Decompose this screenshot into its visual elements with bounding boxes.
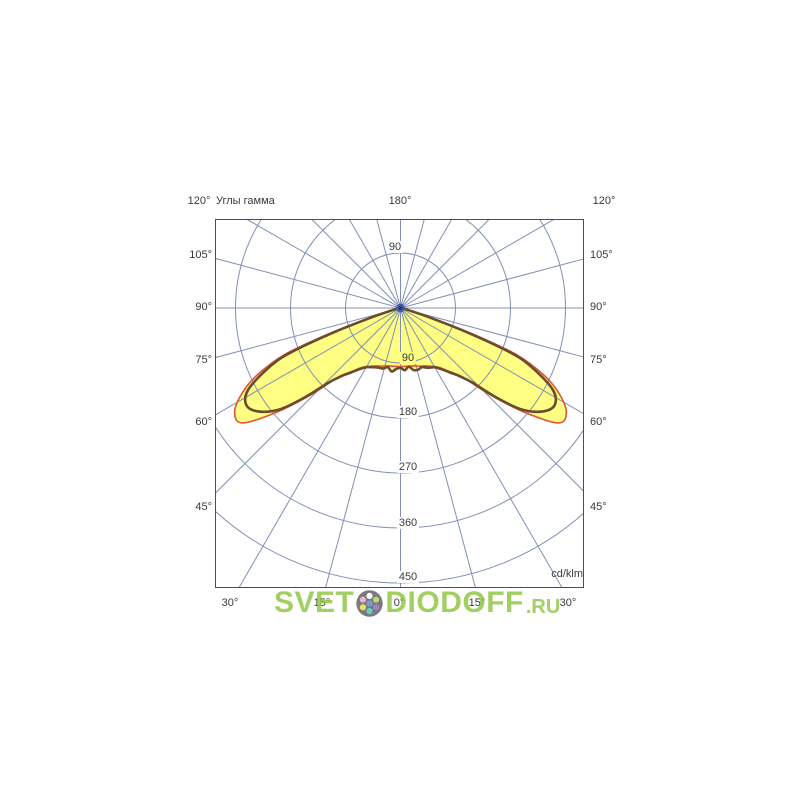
grid-ray-195 bbox=[376, 219, 401, 309]
watermark-svetodiodoff: SVET DIODOFF .RU bbox=[274, 587, 560, 619]
ring-label-450: 450 bbox=[396, 571, 420, 583]
chart-title: Углы гамма bbox=[216, 195, 275, 207]
right-angle-label-105: 105° bbox=[590, 249, 613, 261]
ring-label-180: 180 bbox=[396, 406, 420, 418]
grid-ray-150 bbox=[400, 219, 453, 309]
logo-dot-5 bbox=[360, 596, 367, 603]
grid-ray-15 bbox=[400, 307, 476, 588]
grid-ray-165 bbox=[400, 219, 425, 309]
corner-angle-label-right: 120° bbox=[592, 195, 616, 207]
grid-ray-300 bbox=[215, 307, 401, 416]
right-angle-label-45: 45° bbox=[590, 501, 607, 513]
bottom-angle-label-0: 0° bbox=[393, 597, 405, 609]
grid-ray-30 bbox=[400, 307, 563, 588]
right-angle-label-60: 60° bbox=[590, 416, 607, 428]
curve-C90-C270 bbox=[243, 306, 558, 414]
left-angle-label-75: 75° bbox=[195, 354, 212, 366]
watermark-logo-icon bbox=[356, 589, 384, 617]
ring-label-270: 270 bbox=[396, 461, 420, 473]
left-angle-label-45: 45° bbox=[195, 501, 212, 513]
grid-ray-285 bbox=[215, 307, 401, 359]
right-angle-label-90: 90° bbox=[590, 301, 607, 313]
watermark-text-ru: .RU bbox=[525, 595, 561, 618]
ring-label-90-top: 90 bbox=[386, 241, 404, 253]
grid-ray-60 bbox=[400, 307, 584, 415]
grid-ray-225 bbox=[311, 219, 401, 309]
grid-ray-45 bbox=[400, 307, 584, 492]
left-angle-label-60: 60° bbox=[195, 416, 212, 428]
ring-label-360: 360 bbox=[396, 517, 420, 529]
watermark-text-svet: SVET bbox=[274, 586, 355, 619]
logo-dot-3 bbox=[366, 607, 373, 614]
plot-border bbox=[215, 219, 584, 588]
bottom-angle-label-30l: 30° bbox=[221, 597, 239, 609]
bottom-angle-label-15r: 15° bbox=[468, 597, 486, 609]
left-angle-label-105: 105° bbox=[189, 249, 212, 261]
left-angle-label-90: 90° bbox=[195, 301, 212, 313]
grid-ray-105 bbox=[400, 258, 584, 309]
right-angle-label-75: 75° bbox=[590, 354, 607, 366]
grid-ray-345 bbox=[325, 307, 401, 588]
grid-ray-210 bbox=[348, 219, 401, 309]
logo-dot-4 bbox=[360, 603, 367, 610]
bottom-angle-label-30r: 30° bbox=[559, 597, 577, 609]
watermark-text-diodoff: DIODOFF bbox=[385, 586, 524, 619]
corner-angle-label-left: 120° bbox=[187, 195, 211, 207]
logo-dot-0 bbox=[366, 592, 373, 599]
bottom-angle-label-15l: 15° bbox=[313, 597, 331, 609]
logo-dot-2 bbox=[373, 603, 380, 610]
grid-ray-75 bbox=[400, 307, 584, 358]
grid-ray-240 bbox=[246, 219, 401, 309]
unit-label: cd/klm bbox=[551, 568, 583, 580]
grid-ray-330 bbox=[238, 307, 401, 588]
ring-label-90-bottom: 90 bbox=[399, 352, 417, 364]
top-angle-label: 180° bbox=[388, 195, 412, 207]
center-dot-core bbox=[398, 306, 403, 310]
plot-area bbox=[215, 219, 584, 588]
grid-ray-120 bbox=[400, 219, 555, 309]
grid-ray-315 bbox=[215, 307, 401, 494]
logo-dot-1 bbox=[373, 596, 380, 603]
grid-ray-135 bbox=[400, 219, 490, 309]
logo-dot-center bbox=[366, 599, 373, 607]
grid-ray-255 bbox=[215, 257, 401, 309]
polar-chart bbox=[215, 219, 584, 588]
